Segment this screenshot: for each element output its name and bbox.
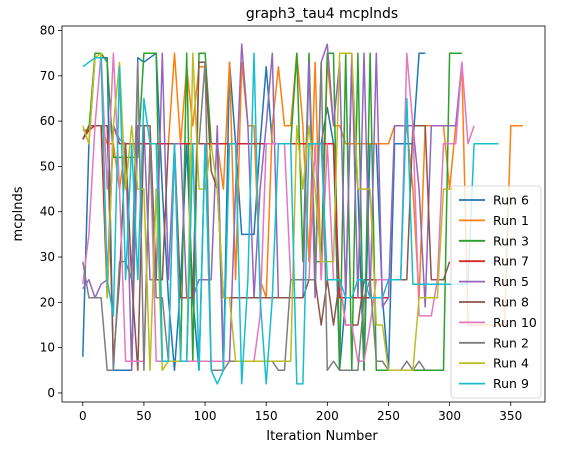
legend-label: Run 4 — [493, 356, 529, 371]
y-tick-label: 20 — [40, 295, 55, 309]
y-tick-label: 70 — [40, 69, 55, 83]
legend-label: Run 7 — [493, 254, 529, 269]
y-tick-label: 40 — [40, 205, 55, 219]
y-axis-ticks: 0 10 20 30 40 50 60 70 80 — [40, 24, 62, 400]
x-tick-label: 200 — [316, 409, 339, 423]
y-tick-label: 60 — [40, 114, 55, 128]
x-tick-label: 100 — [194, 409, 217, 423]
x-tick-label: 150 — [255, 409, 278, 423]
legend-label: Run 8 — [493, 295, 529, 310]
legend-label: Run 10 — [493, 315, 537, 330]
y-tick-label: 0 — [47, 386, 55, 400]
legend: Run 6 Run 1 Run 3 Run 7 Run 5 Run 8 Run 10 Run … — [451, 186, 541, 398]
legend-label: Run 1 — [493, 213, 529, 228]
series-line-6 — [83, 62, 450, 370]
legend-label: Run 5 — [493, 274, 529, 289]
x-axis-label: Iteration Number — [266, 429, 378, 444]
x-tick-label: 50 — [136, 409, 151, 423]
chart-title: graph3_tau4 mcplnds — [246, 6, 398, 22]
legend-label: Run 3 — [493, 233, 529, 248]
x-axis-ticks: 0 50 100 150 200 250 300 350 — [79, 402, 522, 423]
y-tick-label: 50 — [40, 159, 55, 173]
legend-label: Run 9 — [493, 376, 529, 391]
legend-label: Run 2 — [493, 335, 529, 350]
y-tick-label: 80 — [40, 24, 55, 38]
x-tick-label: 0 — [79, 409, 87, 423]
y-tick-label: 10 — [40, 341, 55, 355]
x-tick-label: 350 — [499, 409, 522, 423]
y-axis-label: mcplnds — [11, 186, 26, 241]
legend-label: Run 6 — [493, 193, 529, 208]
y-tick-label: 30 — [40, 250, 55, 264]
x-tick-label: 250 — [377, 409, 400, 423]
x-tick-label: 300 — [438, 409, 461, 423]
